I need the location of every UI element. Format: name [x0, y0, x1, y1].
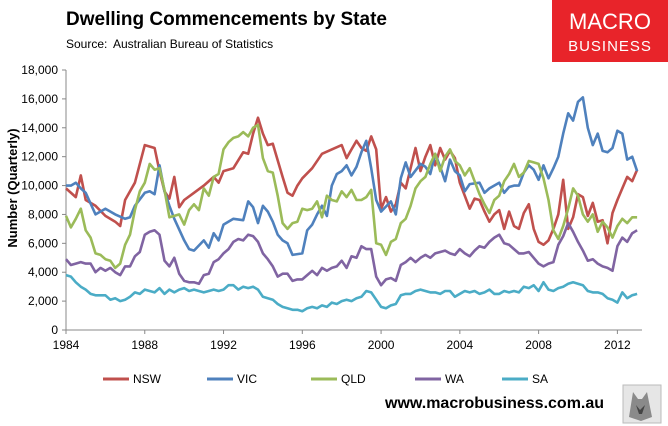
legend-label-qld: QLD [341, 372, 366, 386]
y-tick-label: 4,000 [28, 265, 58, 279]
series-line-sa [65, 273, 638, 313]
y-tick-label: 16,000 [21, 92, 58, 106]
x-tick-label: 1992 [210, 338, 237, 352]
x-ticks: 1984 1988 1992 1996 2000 2004 2008 2012 [53, 330, 631, 352]
legend-label-wa: WA [445, 372, 464, 386]
series-line-wa [65, 221, 638, 287]
y-tick-label: 10,000 [21, 179, 58, 193]
x-tick-label: 2004 [446, 338, 473, 352]
y-tick-label: 8,000 [28, 207, 58, 221]
y-tick-label: 14,000 [21, 121, 58, 135]
y-ticks: 0 2,000 4,000 6,000 8,000 10,000 12,000 14,000 1… [21, 63, 66, 337]
x-tick-label: 1988 [131, 338, 158, 352]
source-text: Australian Bureau of Statistics [113, 37, 273, 51]
legend-label-sa: SA [532, 372, 548, 386]
x-tick-label: 1996 [289, 338, 316, 352]
logo-background [552, 0, 668, 62]
y-axis-label: Number (Quarterly) [5, 128, 20, 247]
series-lines [64, 96, 639, 313]
y-tick-label: 6,000 [28, 236, 58, 250]
x-tick-label: 2012 [604, 338, 631, 352]
series-line-qld [64, 123, 638, 270]
x-tick-label: 2008 [525, 338, 552, 352]
macrobusiness-logo: MACRO BUSINESS [552, 0, 668, 62]
legend-label-vic: VIC [237, 372, 257, 386]
legend-label-nsw: NSW [133, 372, 162, 386]
series-line-nsw [65, 116, 639, 247]
y-tick-label: 2,000 [28, 294, 58, 308]
chart-title: Dwelling Commencements by State [66, 9, 387, 30]
y-tick-label: 12,000 [21, 150, 58, 164]
logo-line2: BUSINESS [568, 38, 652, 55]
y-tick-label: 0 [51, 323, 58, 337]
series-line-vic [66, 96, 639, 257]
legend: NSW VIC QLD WA SA [103, 372, 548, 386]
x-tick-label: 2000 [368, 338, 395, 352]
website-url: www.macrobusiness.com.au [384, 395, 604, 412]
x-tick-label: 1984 [53, 338, 80, 352]
wolf-emblem-icon [622, 384, 662, 424]
y-tick-label: 18,000 [21, 63, 58, 77]
logo-line1: MACRO [569, 9, 651, 34]
source-label: Source: [66, 37, 107, 51]
